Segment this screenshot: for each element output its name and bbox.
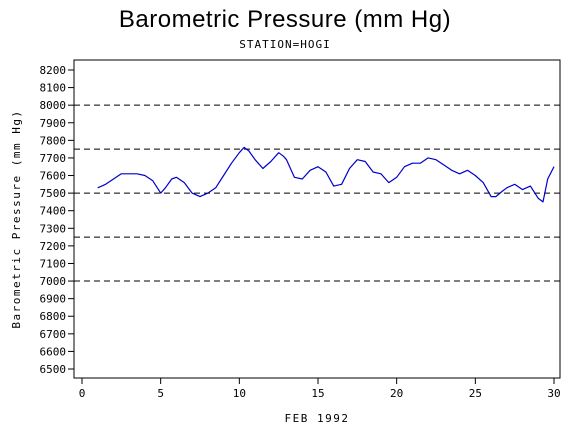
x-tick-label: 30 bbox=[547, 387, 560, 400]
y-tick-label: 7800 bbox=[40, 134, 67, 147]
x-tick-label: 10 bbox=[233, 387, 246, 400]
x-axis: 0 5 10 15 20 25 30 bbox=[79, 378, 561, 400]
y-tick-label: 8000 bbox=[40, 99, 67, 112]
y-tick-label: 6800 bbox=[40, 310, 67, 323]
reference-lines bbox=[74, 104, 560, 282]
y-tick-label: 7500 bbox=[40, 187, 67, 200]
x-tick-label: 20 bbox=[390, 387, 403, 400]
y-tick-label: 6500 bbox=[40, 363, 67, 376]
y-tick-label: 7400 bbox=[40, 205, 67, 218]
y-tick-label: 7300 bbox=[40, 222, 67, 235]
y-tick-label: 8200 bbox=[40, 64, 67, 77]
y-tick-label: 6900 bbox=[40, 293, 67, 306]
y-axis: 6500 6600 6700 6800 6900 7000 7100 7200 7300 7400… bbox=[40, 64, 74, 376]
y-tick-label: 7700 bbox=[40, 152, 67, 165]
x-tick-label: 15 bbox=[311, 387, 324, 400]
y-axis-title: Barometric Pressure (mm Hg) bbox=[10, 109, 23, 328]
y-tick-label: 7200 bbox=[40, 240, 67, 253]
y-tick-label: 7000 bbox=[40, 275, 67, 288]
chart-title: Barometric Pressure (mm Hg) bbox=[118, 6, 452, 33]
x-axis-title: FEB 1992 bbox=[285, 412, 350, 425]
pressure-series-line bbox=[97, 146, 555, 203]
y-tick-label: 6600 bbox=[40, 345, 67, 358]
y-tick-label: 7600 bbox=[40, 170, 67, 183]
x-tick-label: 25 bbox=[469, 387, 482, 400]
y-tick-label: 7100 bbox=[40, 257, 67, 270]
chart-subtitle: STATION=HOGI bbox=[239, 38, 331, 51]
y-tick-label: 8100 bbox=[40, 82, 67, 95]
y-tick-label: 7900 bbox=[40, 117, 67, 130]
x-tick-label: 5 bbox=[157, 387, 164, 400]
plot-frame bbox=[73, 59, 561, 379]
y-tick-label: 6700 bbox=[40, 328, 67, 341]
series-layer bbox=[97, 146, 555, 203]
x-tick-label: 0 bbox=[79, 387, 86, 400]
